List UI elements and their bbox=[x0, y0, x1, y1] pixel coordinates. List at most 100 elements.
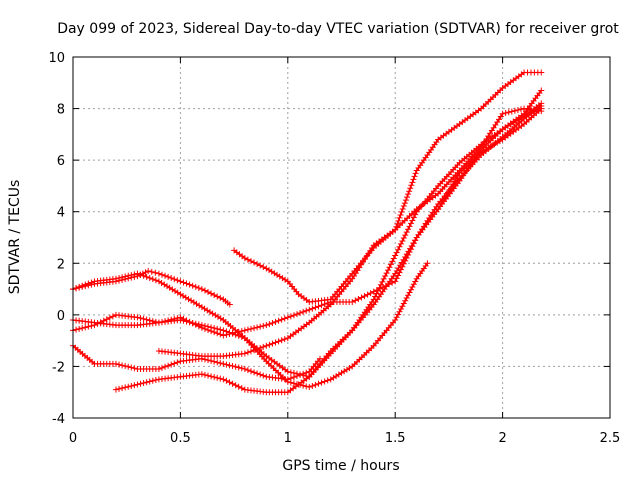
data-point-marker bbox=[303, 383, 310, 390]
data-point-marker bbox=[355, 296, 362, 303]
data-point-marker bbox=[300, 382, 307, 389]
data-point-marker bbox=[229, 363, 236, 370]
data-point-marker bbox=[165, 362, 172, 369]
data-point-marker bbox=[140, 272, 147, 279]
data-point-marker bbox=[244, 367, 251, 374]
data-point-marker bbox=[508, 108, 515, 115]
data-point-marker bbox=[140, 315, 147, 322]
data-point-marker bbox=[370, 296, 377, 303]
y-tick-label: 0 bbox=[57, 309, 65, 324]
data-point-marker bbox=[254, 261, 261, 268]
data-point-marker bbox=[401, 200, 408, 207]
y-tick-label: 2 bbox=[57, 257, 65, 272]
data-point-marker bbox=[257, 262, 264, 269]
data-point-marker bbox=[324, 377, 331, 384]
data-point-marker bbox=[146, 378, 153, 385]
data-point-marker bbox=[380, 275, 387, 282]
data-point-marker bbox=[211, 291, 218, 298]
data-point-marker bbox=[409, 243, 416, 250]
data-point-marker bbox=[186, 281, 193, 288]
data-point-marker bbox=[217, 331, 224, 338]
data-point-marker bbox=[220, 376, 227, 383]
data-point-marker bbox=[229, 330, 236, 337]
data-point-marker bbox=[198, 371, 205, 378]
data-point-marker bbox=[396, 269, 403, 276]
data-point-marker bbox=[241, 255, 248, 262]
data-point-marker bbox=[214, 330, 221, 337]
data-point-marker bbox=[168, 316, 175, 323]
data-point-marker bbox=[241, 350, 248, 357]
data-point-marker bbox=[88, 279, 95, 286]
data-point-marker bbox=[254, 324, 261, 331]
data-point-marker bbox=[407, 246, 414, 253]
data-point-marker bbox=[189, 320, 196, 327]
data-point-marker bbox=[281, 336, 288, 343]
data-point-marker bbox=[287, 369, 294, 376]
data-point-marker bbox=[511, 107, 518, 114]
data-point-marker bbox=[257, 323, 264, 330]
data-point-marker bbox=[241, 366, 248, 373]
data-point-marker bbox=[407, 286, 414, 293]
data-point-marker bbox=[79, 325, 86, 332]
data-point-marker bbox=[94, 320, 101, 327]
data-point-marker bbox=[405, 292, 412, 299]
data-point-marker bbox=[148, 268, 155, 275]
data-point-marker bbox=[131, 365, 138, 372]
data-point-marker bbox=[385, 267, 392, 274]
data-point-marker bbox=[315, 380, 322, 387]
data-point-marker bbox=[180, 279, 187, 286]
data-point-marker bbox=[165, 273, 172, 280]
data-point-marker bbox=[284, 314, 291, 321]
data-point-marker bbox=[149, 377, 156, 384]
data-point-marker bbox=[158, 318, 165, 325]
data-point-marker bbox=[155, 270, 162, 277]
data-point-marker bbox=[76, 325, 83, 332]
data-point-marker bbox=[192, 283, 199, 290]
series-1 bbox=[70, 268, 233, 308]
data-point-marker bbox=[134, 270, 141, 277]
data-point-marker bbox=[76, 283, 83, 290]
data-point-marker bbox=[389, 279, 396, 286]
x-tick-label: 0 bbox=[69, 431, 77, 446]
data-point-marker bbox=[407, 185, 414, 192]
data-point-marker bbox=[400, 300, 407, 307]
data-point-marker bbox=[103, 316, 110, 323]
data-point-marker bbox=[82, 281, 89, 288]
data-point-marker bbox=[211, 329, 218, 336]
data-point-marker bbox=[229, 380, 236, 387]
data-point-marker bbox=[396, 308, 403, 315]
data-point-marker bbox=[235, 364, 242, 371]
data-point-marker bbox=[158, 364, 165, 371]
data-point-marker bbox=[152, 269, 159, 276]
data-point-marker bbox=[397, 266, 404, 273]
data-point-marker bbox=[125, 363, 132, 370]
data-point-marker bbox=[410, 281, 417, 288]
data-point-marker bbox=[390, 255, 397, 262]
data-point-marker bbox=[312, 304, 319, 311]
y-axis-label: SDTVAR / TECUs bbox=[7, 180, 23, 295]
data-point-marker bbox=[260, 372, 267, 379]
data-point-marker bbox=[389, 258, 396, 265]
data-point-marker bbox=[171, 360, 178, 367]
data-point-marker bbox=[400, 235, 407, 242]
series-group bbox=[70, 69, 545, 396]
y-tick-label: 6 bbox=[57, 154, 65, 169]
data-point-marker bbox=[397, 240, 404, 247]
data-point-marker bbox=[518, 106, 525, 113]
data-point-marker bbox=[402, 257, 409, 264]
data-point-marker bbox=[143, 316, 150, 323]
data-point-marker bbox=[201, 287, 208, 294]
series-2 bbox=[70, 102, 545, 380]
data-point-marker bbox=[73, 284, 80, 291]
data-point-marker bbox=[403, 254, 410, 261]
data-point-marker bbox=[122, 363, 129, 370]
data-point-marker bbox=[226, 301, 233, 308]
data-point-marker bbox=[131, 271, 138, 278]
data-point-marker bbox=[119, 385, 126, 392]
data-point-marker bbox=[402, 197, 409, 204]
data-point-marker bbox=[205, 289, 212, 296]
data-point-marker bbox=[235, 383, 242, 390]
data-point-marker bbox=[106, 314, 113, 321]
data-point-marker bbox=[247, 348, 254, 355]
